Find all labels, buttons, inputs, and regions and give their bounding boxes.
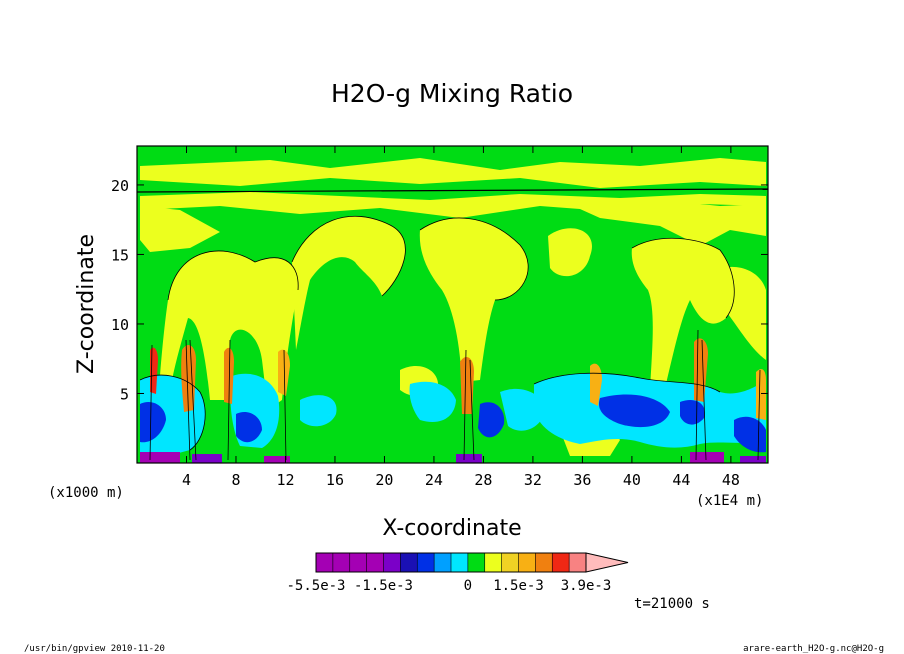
plot-frame <box>136 145 769 464</box>
x-tick-label: 28 <box>474 471 492 489</box>
surface-anomalies <box>140 452 766 463</box>
colorbar-segment <box>569 553 587 572</box>
x-tick-label: 36 <box>573 471 591 489</box>
plume-cores <box>150 338 766 420</box>
plot-area <box>137 146 768 463</box>
x-axis-unit: (x1E4 m) <box>696 493 763 509</box>
x-tick-label: 44 <box>672 471 690 489</box>
y-tick-label: 5 <box>120 385 129 403</box>
x-tick-label: 48 <box>722 471 740 489</box>
colorbar-extension <box>585 552 629 573</box>
x-axis: 4 8 12 16 20 24 28 32 36 40 44 48 <box>182 146 740 489</box>
y-axis-label: Z-coordinate <box>74 234 99 374</box>
y-axis: 5 10 15 20 <box>111 177 768 403</box>
x-tick-label: 4 <box>182 471 191 489</box>
footer-left: /usr/bin/gpview 2010-11-20 <box>24 644 165 654</box>
colorbar-segment <box>535 553 553 572</box>
x-tick-label: 24 <box>425 471 443 489</box>
x-tick-label: 16 <box>326 471 344 489</box>
tropopause-line <box>137 188 768 193</box>
upper-moisture-bands <box>140 158 766 252</box>
colorbar-segment <box>349 553 368 572</box>
y-tick-label: 20 <box>111 177 129 195</box>
chart-title: H2O-g Mixing Ratio <box>331 79 573 108</box>
x-axis-label: X-coordinate <box>382 516 521 541</box>
y-axis-unit: (x1000 m) <box>48 485 124 501</box>
x-tick-label: 20 <box>375 471 393 489</box>
colorbar-segment <box>332 553 351 572</box>
colorbar-segment <box>383 553 401 572</box>
x-tick-label: 32 <box>524 471 542 489</box>
x-tick-label: 12 <box>276 471 294 489</box>
footer-right: arare-earth_H2O-g.nc@H2O-g <box>743 644 884 654</box>
contour-lines <box>139 215 761 461</box>
colorbar-tick-label: -1.5e-3 <box>354 578 413 594</box>
colorbar-segment <box>552 553 570 572</box>
colorbar-segment <box>518 553 536 572</box>
colorbar-segment <box>484 553 503 572</box>
colorbar: -5.5e-3 -1.5e-3 0 1.5e-3 3.9e-3 <box>286 552 629 594</box>
y-tick-label: 10 <box>111 316 129 334</box>
colorbar-segment <box>451 553 469 572</box>
time-label: t=21000 s <box>634 596 710 612</box>
colorbar-tick-label: -5.5e-3 <box>286 578 345 594</box>
colorbar-segment <box>417 553 435 572</box>
colorbar-segment <box>467 553 486 572</box>
colorbar-segment <box>366 553 384 572</box>
x-tick-label: 8 <box>231 471 240 489</box>
colorbar-segment <box>316 553 334 572</box>
colorbar-segment <box>400 553 418 572</box>
colorbar-tick-label: 3.9e-3 <box>561 578 612 594</box>
colorbar-tick-label: 1.5e-3 <box>493 578 544 594</box>
plume-fields <box>160 216 766 456</box>
dry-pockets <box>140 394 766 453</box>
x-tick-label: 40 <box>623 471 641 489</box>
colorbar-segment <box>434 553 452 572</box>
colorbar-segment <box>501 553 519 572</box>
y-tick-label: 15 <box>111 246 129 264</box>
colorbar-tick-label: 0 <box>464 578 472 594</box>
